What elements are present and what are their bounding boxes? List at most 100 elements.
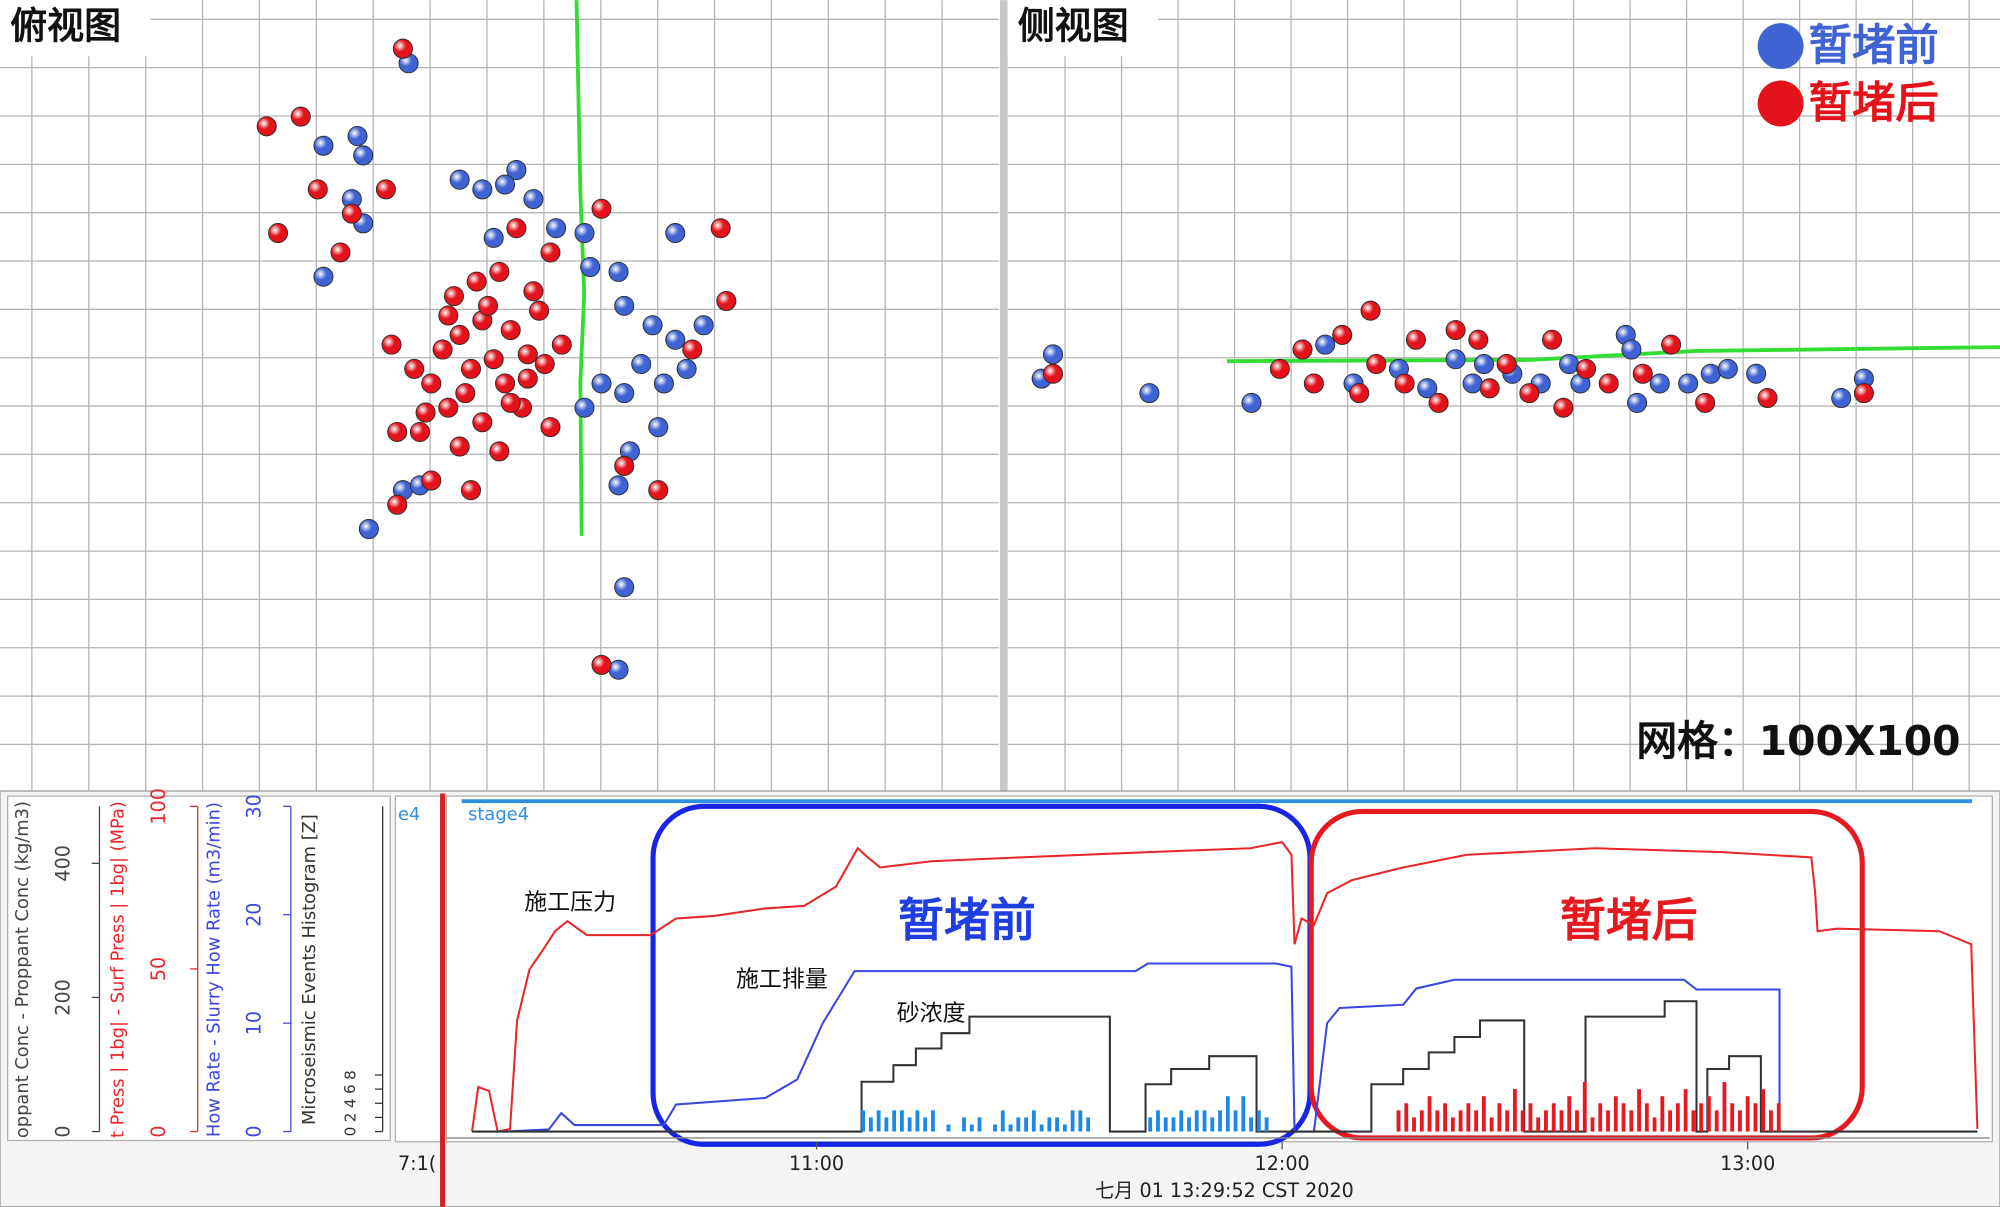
- event-point: [591, 373, 612, 394]
- event-point: [1479, 378, 1500, 399]
- event-point: [478, 295, 499, 316]
- event-point: [631, 354, 652, 375]
- event-point: [353, 145, 374, 166]
- y-tick-label: 0: [243, 1125, 266, 1137]
- event-point: [1303, 373, 1324, 394]
- event-point: [517, 344, 538, 365]
- event-bar: [876, 1110, 881, 1132]
- event-point: [256, 116, 277, 137]
- event-point: [495, 174, 516, 195]
- event-bar: [1776, 1103, 1781, 1132]
- event-point: [483, 349, 504, 370]
- event-point: [1366, 354, 1387, 375]
- annotation: 施工压力: [524, 890, 616, 916]
- event-bar: [1683, 1089, 1688, 1132]
- event-point: [608, 659, 629, 680]
- event-point: [676, 358, 697, 379]
- event-point: [1332, 324, 1353, 345]
- event-point: [1559, 354, 1580, 375]
- event-bar: [868, 1117, 873, 1132]
- event-point: [449, 169, 470, 190]
- event-point: [710, 218, 731, 239]
- event-point: [665, 329, 686, 350]
- event-point: [1394, 373, 1415, 394]
- event-point: [358, 518, 379, 540]
- event-bar: [1606, 1110, 1610, 1132]
- event-bar: [1031, 1110, 1036, 1132]
- event-point: [534, 354, 555, 375]
- event-point: [591, 198, 612, 219]
- event-point: [682, 339, 703, 360]
- y-tick-label: 30: [243, 794, 266, 818]
- event-bar: [946, 1124, 951, 1132]
- event-point: [1445, 349, 1466, 370]
- event-bar: [1202, 1110, 1207, 1132]
- view-title: 侧视图: [1018, 5, 1129, 48]
- legend-label: 暂堵前: [1809, 21, 1939, 71]
- event-point: [1621, 339, 1642, 360]
- event-bar: [1412, 1117, 1416, 1132]
- legend-marker: [1757, 23, 1804, 70]
- event-bar: [1225, 1096, 1230, 1132]
- event-bar: [1000, 1110, 1005, 1132]
- event-bar: [1613, 1096, 1618, 1132]
- y-axis-title: t Press | 1bg| - Surf Press | 1bg| (MPa): [108, 801, 129, 1138]
- event-bar: [1443, 1103, 1447, 1132]
- event-bar: [1730, 1103, 1735, 1132]
- event-bar: [861, 1110, 866, 1132]
- event-bar: [1714, 1110, 1719, 1132]
- stage-label: stage4: [468, 804, 529, 825]
- event-point: [472, 179, 493, 200]
- y-axis-title: How Rate - Slurry How Rate (m3/min): [203, 802, 224, 1137]
- event-bar: [1520, 1110, 1525, 1132]
- event-point: [1746, 363, 1767, 384]
- event-bar: [1668, 1110, 1673, 1132]
- event-bar: [899, 1110, 904, 1132]
- event-point: [1269, 358, 1290, 379]
- event-point: [1678, 373, 1699, 394]
- event-point: [653, 373, 674, 394]
- event-point: [307, 179, 328, 200]
- event-point: [500, 392, 521, 413]
- y-axis-title: oppant Conc - Proppant Conc (kg/m3): [12, 801, 33, 1138]
- event-point: [523, 281, 544, 302]
- y-tick-label: 100: [147, 788, 170, 825]
- event-bar: [1396, 1110, 1401, 1132]
- event-bar: [1706, 1096, 1711, 1132]
- legend-label: 暂堵后: [1809, 79, 1939, 129]
- legend-marker: [1757, 80, 1804, 127]
- event-point: [489, 261, 510, 282]
- event-point: [1349, 383, 1370, 404]
- event-bar: [1660, 1096, 1665, 1132]
- view-title: 俯视图: [10, 5, 121, 48]
- event-point: [1717, 358, 1738, 379]
- event-bar: [1062, 1124, 1067, 1132]
- event-point: [1315, 334, 1336, 355]
- event-bar: [1218, 1110, 1222, 1132]
- event-point: [1649, 373, 1670, 394]
- event-bar: [1699, 1103, 1704, 1132]
- event-bar: [1629, 1110, 1634, 1132]
- event-point: [1417, 378, 1438, 399]
- event-point: [546, 218, 567, 239]
- grid-size-note: 网格：100X100: [1636, 717, 1960, 765]
- x-tick-label: 13:00: [1720, 1152, 1775, 1175]
- event-point: [268, 223, 289, 244]
- event-point: [642, 315, 663, 336]
- event-point: [1700, 363, 1721, 384]
- event-bar: [1675, 1103, 1680, 1132]
- title-background: [1007, 0, 1159, 57]
- event-point: [381, 334, 402, 355]
- y-axis-title: Microseismic Events Histogram [Z]: [299, 814, 320, 1125]
- event-point: [313, 135, 334, 156]
- event-point: [1853, 383, 1874, 404]
- event-point: [574, 223, 595, 244]
- event-bar: [1497, 1103, 1502, 1132]
- event-point: [1632, 363, 1653, 384]
- event-point: [506, 159, 527, 181]
- event-bar: [1055, 1117, 1060, 1132]
- event-bar: [1047, 1117, 1052, 1132]
- event-bar: [892, 1110, 897, 1132]
